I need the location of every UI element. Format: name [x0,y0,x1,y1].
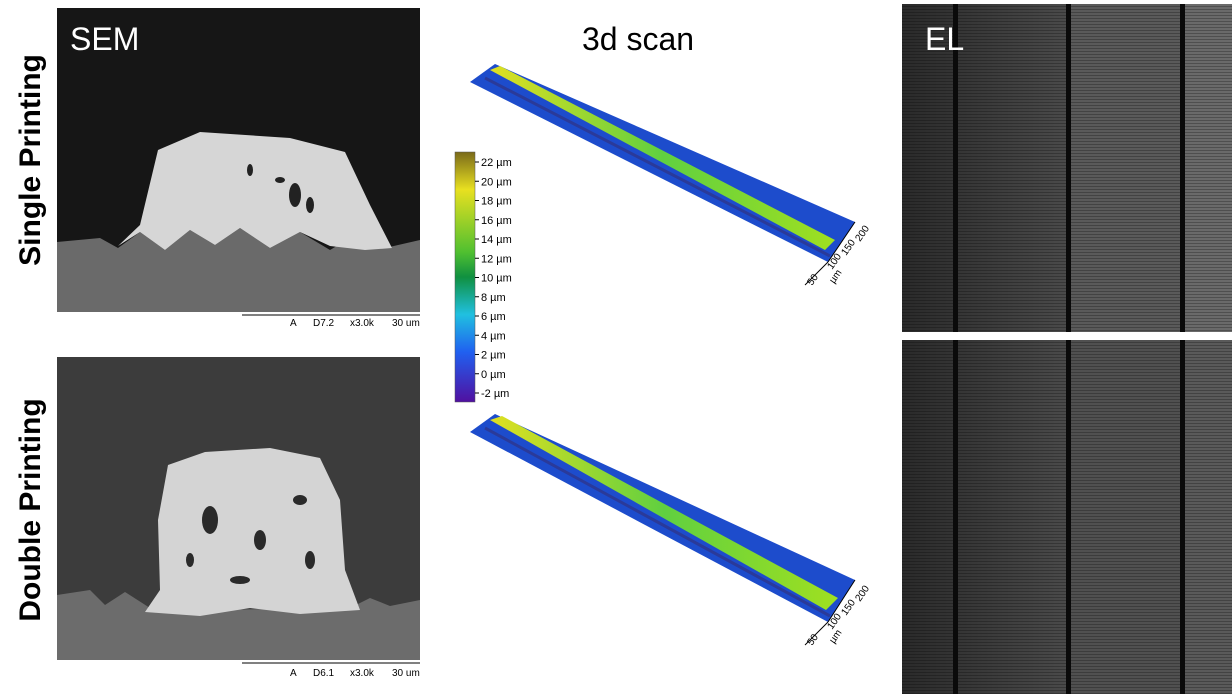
header: SEM [70,21,139,57]
scan-axis-label: µm [827,628,844,646]
sem-footer: A [290,318,297,329]
row-label: Double Printing [14,398,47,621]
sem-image [57,357,420,663]
scan-surface [470,64,855,285]
scan-axis-label: 50 [805,632,821,648]
colorbar-label: 18 µm [481,196,512,208]
sem-footer: D7.2 [313,318,335,329]
colorbar-label: 22 µm [481,157,512,169]
scan-axis-label: 50 [805,272,821,288]
scan-axis-label: 200 [853,223,872,243]
colorbar-label: 10 µm [481,273,512,285]
colorbar-label: 6 µm [481,311,506,323]
el-image [902,4,1232,694]
sem-footer: D6.1 [313,668,335,679]
scan-surface [470,414,855,645]
sem-footer: 30 um [392,318,420,329]
sem-footer: A [290,668,297,679]
colorbar [455,152,475,402]
figure: Single Printing Double Printing SEM A D7… [0,0,1232,694]
colorbar-label: 16 µm [481,215,512,227]
scan-axis-label: 200 [853,583,872,603]
sem-footer: x3.0k [350,318,375,329]
colorbar-label: 4 µm [481,330,506,342]
colorbar-label: 20 µm [481,176,512,188]
scan-axis-label: µm [827,268,844,286]
colorbar-label: 0 µm [481,369,506,381]
sem-footer: x3.0k [350,668,375,679]
colorbar-label: 8 µm [481,292,506,304]
sem-footer: 30 um [392,668,420,679]
header: 3d scan [582,21,694,57]
colorbar-label: -2 µm [481,388,509,400]
colorbar-label: 14 µm [481,234,512,246]
colorbar-label: 12 µm [481,253,512,265]
row-label: Single Printing [14,54,47,266]
header: EL [925,21,964,57]
colorbar-label: 2 µm [481,350,506,362]
